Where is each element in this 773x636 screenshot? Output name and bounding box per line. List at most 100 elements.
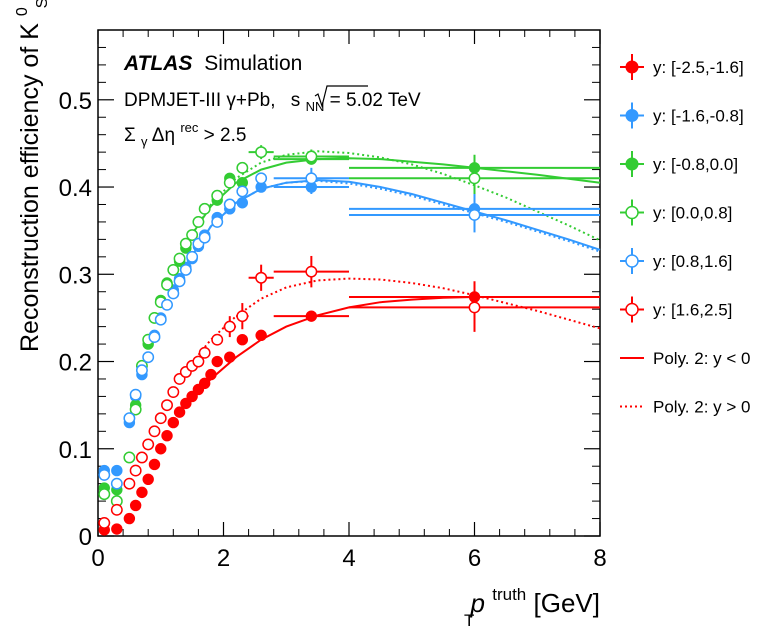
data-point: [167, 416, 180, 429]
data-point-open: [173, 275, 186, 288]
x-tick-label: 0: [91, 545, 104, 572]
annotation-line1: DPMJET-III γ+Pb, s NN = 5.02 TeV: [124, 90, 421, 116]
y-tick-label: 0.5: [59, 88, 92, 115]
data-point-open: [236, 310, 249, 323]
legend-label: y: [0.8,1.6]: [653, 252, 732, 271]
legend-label: y: [-0.8,0.0]: [653, 155, 738, 174]
annotation-sqrt-sub: NN: [306, 99, 325, 114]
data-point-open: [161, 298, 173, 311]
data-point: [123, 512, 136, 525]
data-point-open: [468, 209, 481, 221]
data-point-open: [161, 399, 173, 412]
neg-red-fit: [185, 296, 600, 406]
y-tick-label: 0.1: [59, 437, 92, 464]
data-point: [205, 368, 217, 381]
data-point-open: [154, 313, 167, 326]
y-label-sub: S: [34, 0, 51, 8]
data-points: [98, 145, 600, 536]
data-point-open: [305, 172, 318, 185]
legend-marker-filled: [625, 109, 639, 122]
legend-marker-filled: [625, 157, 639, 171]
data-point-open: [211, 215, 224, 228]
data-point-open: [123, 451, 136, 464]
legend-label: Poly. 2: y > 0: [653, 398, 750, 417]
data-point-open: [167, 263, 180, 276]
data-point-open: [223, 320, 236, 333]
data-point-open: [135, 364, 148, 377]
simulation-label: Simulation: [204, 52, 302, 75]
data-point-open: [129, 403, 142, 416]
pos-red-fit: [185, 277, 601, 371]
data-point: [186, 390, 198, 403]
y-tick-label: 0.2: [59, 350, 92, 377]
legend-marker-open: [625, 302, 639, 317]
annotation-line2-suffix: > 2.5: [204, 125, 247, 146]
x-tick-label: 6: [468, 545, 481, 572]
data-point: [148, 458, 161, 471]
y-label-main: Reconstruction efficiency of K: [16, 23, 44, 352]
annotation-rec-sup: rec: [180, 120, 199, 135]
y-tick-label: 0: [79, 524, 92, 551]
data-point: [236, 197, 249, 209]
data-point-open: [255, 146, 268, 159]
data-point-open: [110, 503, 123, 516]
axis-ticks: 0 2 4 6 8 0 0.1 0.2 0.3 0.4 0.5: [59, 30, 607, 572]
data-point-open: [198, 202, 211, 215]
data-point-open: [255, 271, 268, 284]
y-tick-label: 0.3: [59, 262, 92, 289]
data-point-open: [468, 172, 481, 185]
data-point: [198, 377, 211, 390]
data-point-open: [192, 215, 205, 228]
data-point-open: [148, 331, 161, 344]
x-label-sub: T: [464, 611, 474, 630]
annotation-sqrt-s: s: [291, 90, 301, 111]
data-point: [255, 329, 267, 342]
data-point: [161, 429, 173, 442]
data-point-open: [142, 351, 155, 364]
data-point-open: [129, 464, 142, 477]
pos-blue-fit: [184, 179, 601, 267]
data-point: [211, 355, 223, 368]
data-point: [305, 310, 318, 322]
data-point-open: [255, 172, 268, 185]
data-point-open: [223, 198, 236, 211]
data-point-open: [236, 161, 249, 174]
data-point-open: [123, 477, 136, 490]
data-point-open: [198, 346, 211, 359]
data-point-open: [198, 231, 211, 244]
annotation-line2: Σ γ Δη rec > 2.5: [124, 116, 246, 151]
data-point-open: [192, 355, 205, 368]
data-point: [129, 499, 142, 512]
atlas-label: ATLAS: [123, 52, 192, 75]
legend: y: [-2.5,-1.6] y: [-1.6,-0.8] y: [-0.8,0.0…: [620, 54, 750, 417]
atlas-annotation: ATLAS Simulation: [123, 52, 302, 75]
data-point-open: [98, 516, 111, 529]
x-axis-label: p truth [GeV]: [470, 576, 600, 618]
data-point-open: [110, 477, 123, 490]
data-point-open: [148, 425, 161, 438]
data-point: [236, 334, 249, 346]
data-point: [111, 523, 123, 535]
data-point-open: [135, 451, 148, 464]
sqrt-radical-icon: [314, 85, 368, 109]
data-point-open: [129, 388, 142, 401]
data-point-open: [161, 278, 173, 291]
y-label-sup: 0: [14, 7, 31, 16]
legend-label: y: [0.0,0.8]: [653, 204, 732, 223]
data-point-open: [305, 265, 318, 278]
data-point-open: [98, 488, 111, 501]
data-point: [180, 397, 192, 410]
fit-curves: [184, 150, 601, 406]
data-point-open: [123, 412, 136, 425]
legend-label: y: [-2.5,-1.6]: [653, 58, 744, 77]
data-point-open: [179, 263, 192, 276]
data-point-open: [142, 438, 155, 451]
legend-label: y: [-1.6,-0.8]: [653, 107, 744, 126]
data-point-open: [211, 189, 224, 202]
annotation-deta: Δη: [152, 125, 175, 146]
data-point: [142, 473, 154, 485]
data-point: [173, 406, 186, 418]
x-label-sup: truth: [492, 585, 526, 604]
data-point-open: [154, 412, 167, 425]
